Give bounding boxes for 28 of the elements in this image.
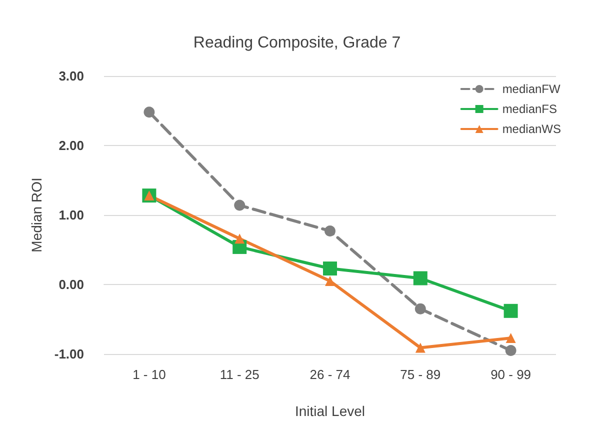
point	[234, 234, 245, 244]
legend-label: medianFW	[502, 82, 561, 96]
point	[323, 262, 337, 276]
chart-title: Reading Composite, Grade 7	[193, 34, 401, 52]
point	[504, 304, 518, 318]
point	[506, 333, 516, 344]
y-tick-label: 1.00	[58, 208, 84, 222]
x-tick-label: 75 - 89	[400, 367, 441, 382]
x-tick-label: 90 - 99	[490, 367, 532, 382]
point	[325, 276, 335, 286]
x-tick-label: 1 - 10	[132, 367, 166, 382]
legend-label: medianWS	[502, 122, 561, 136]
point	[505, 345, 516, 356]
point	[415, 342, 426, 353]
y-axis-title: Median ROI	[28, 178, 44, 252]
x-tick-label: 11 - 25	[220, 367, 260, 382]
y-tick-label: 0.00	[58, 277, 84, 292]
y-tick-label: -1.00	[54, 346, 84, 362]
point	[413, 271, 428, 286]
x-axis-title: Initial Level	[294, 403, 366, 419]
point	[324, 225, 336, 236]
point	[234, 200, 246, 211]
x-tick-label: 26 - 74	[310, 367, 350, 382]
point	[144, 106, 155, 118]
y-tick-label: 2.00	[58, 138, 84, 153]
point	[414, 303, 426, 314]
legend-label: medianFS	[502, 102, 558, 116]
y-tick-label: 3.00	[58, 68, 84, 84]
